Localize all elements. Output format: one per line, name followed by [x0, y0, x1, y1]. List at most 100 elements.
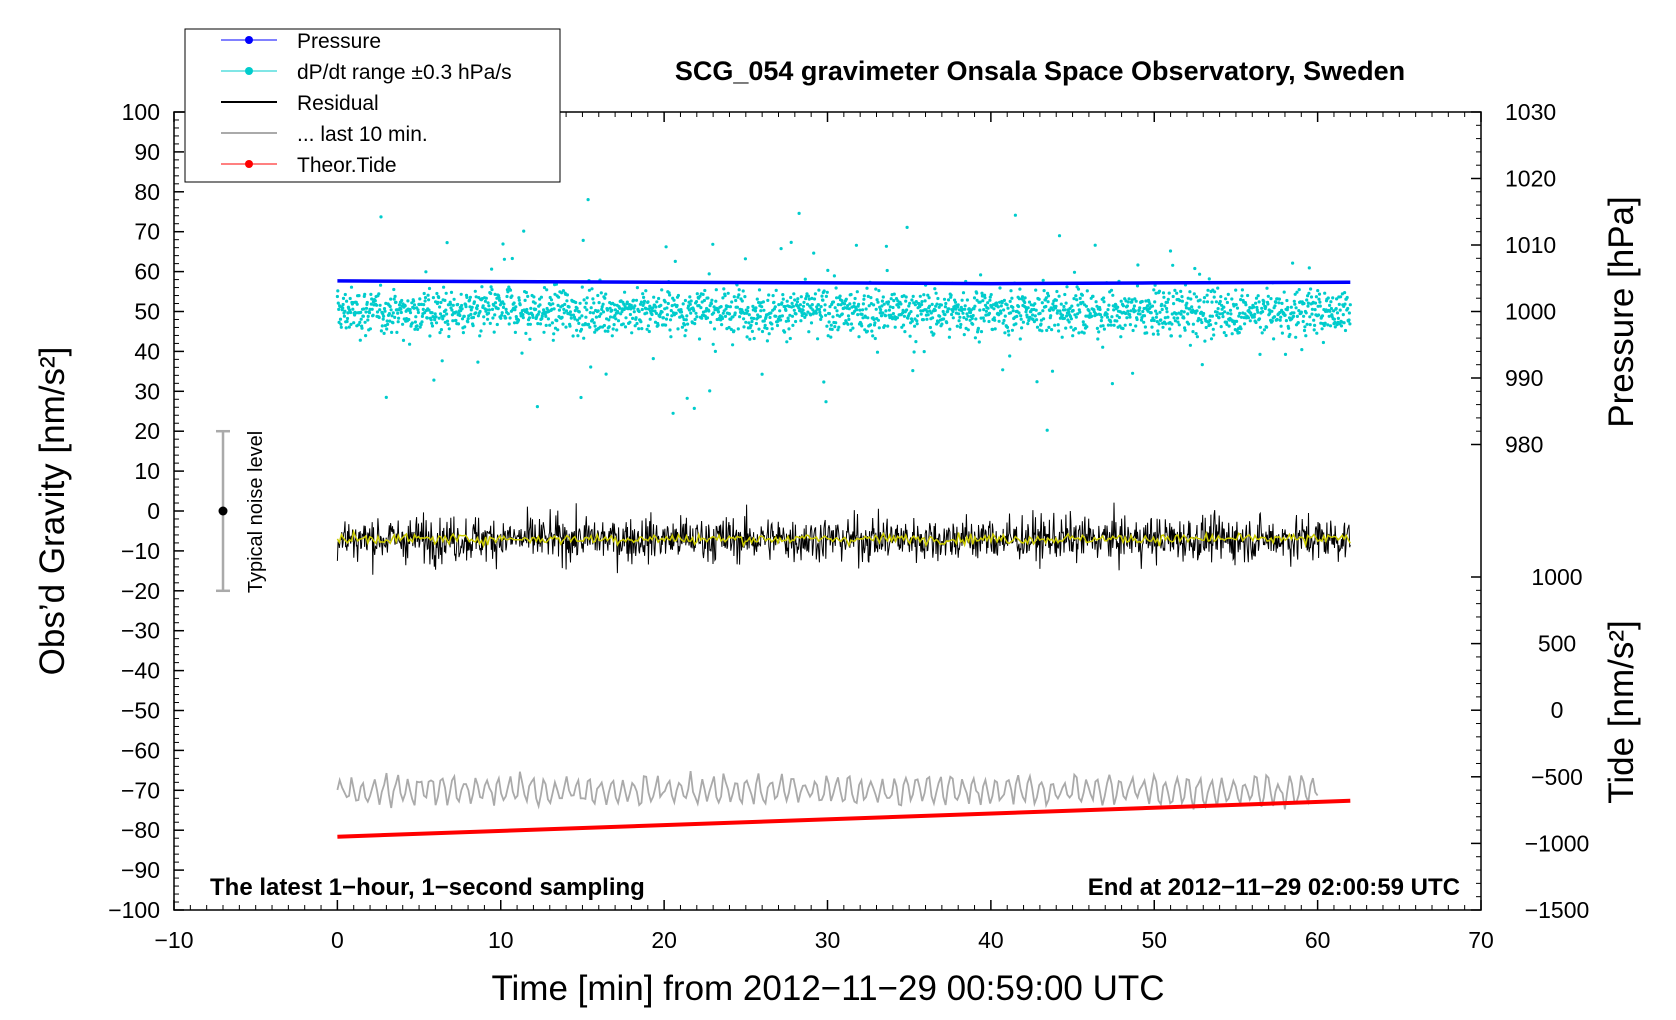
- dpdt-point: [958, 325, 963, 329]
- dpdt-point: [561, 289, 566, 293]
- dpdt-point: [780, 314, 785, 318]
- dpdt-point: [1283, 313, 1287, 317]
- dpdt-point: [488, 321, 492, 325]
- dpdt-point: [806, 294, 811, 298]
- dpdt-point: [758, 315, 762, 319]
- dpdt-point: [916, 314, 920, 318]
- dpdt-point: [1026, 306, 1030, 310]
- dpdt-point: [897, 305, 901, 309]
- dpdt-point: [630, 331, 634, 335]
- dpdt-point: [962, 333, 966, 337]
- dpdt-point: [379, 283, 383, 287]
- pressure-tick-label: 1020: [1505, 166, 1556, 192]
- dpdt-point: [883, 314, 888, 318]
- dpdt-point: [768, 315, 772, 320]
- dpdt-point: [1206, 288, 1210, 292]
- dpdt-point: [577, 321, 581, 325]
- dpdt-point: [1002, 318, 1006, 323]
- dpdt-point: [877, 289, 881, 293]
- y-tick-label: −60: [121, 737, 160, 763]
- dpdt-point: [345, 319, 349, 324]
- dpdt-point: [716, 307, 720, 312]
- dpdt-point: [712, 327, 717, 331]
- dpdt-point: [721, 296, 725, 300]
- dpdt-point: [420, 320, 424, 324]
- dpdt-point: [1210, 314, 1214, 318]
- dpdt-point: [905, 225, 909, 229]
- dpdt-point: [1136, 263, 1140, 267]
- dpdt-point: [1074, 294, 1078, 298]
- dpdt-point: [608, 315, 613, 319]
- dpdt-point: [1339, 324, 1344, 328]
- dpdt-point: [648, 317, 652, 321]
- dpdt-point: [1200, 363, 1204, 367]
- dpdt-point: [1229, 312, 1233, 316]
- dpdt-point: [1198, 298, 1202, 302]
- dpdt-point: [366, 318, 370, 322]
- y-tick-label: −20: [121, 578, 160, 604]
- dpdt-point: [1222, 331, 1226, 335]
- dpdt-point: [1067, 310, 1071, 314]
- dpdt-point: [1218, 299, 1222, 304]
- dpdt-point: [1064, 301, 1068, 305]
- dpdt-point: [450, 308, 454, 312]
- dpdt-point: [634, 298, 639, 302]
- dpdt-point: [836, 328, 840, 332]
- dpdt-point: [661, 316, 666, 320]
- dpdt-point: [814, 311, 818, 315]
- dpdt-point: [807, 297, 811, 301]
- dpdt-point: [1041, 309, 1045, 313]
- dpdt-point: [427, 298, 431, 302]
- dpdt-point: [456, 302, 460, 307]
- dpdt-point: [1080, 293, 1084, 297]
- dpdt-point: [501, 305, 506, 309]
- dpdt-point: [1156, 332, 1160, 336]
- dpdt-point: [386, 322, 390, 326]
- dpdt-point: [694, 300, 699, 304]
- dpdt-point: [855, 308, 859, 312]
- dpdt-point: [368, 327, 372, 331]
- dpdt-point: [971, 313, 975, 318]
- dpdt-point: [584, 315, 588, 319]
- dpdt-point: [710, 298, 714, 302]
- dpdt-point: [968, 311, 973, 315]
- dpdt-point: [855, 290, 859, 294]
- dpdt-point: [707, 272, 711, 276]
- dpdt-point: [1051, 308, 1055, 312]
- dpdt-point: [1069, 317, 1073, 321]
- dpdt-point: [864, 307, 868, 311]
- dpdt-point: [909, 310, 913, 314]
- dpdt-point: [1100, 315, 1104, 319]
- dpdt-point: [754, 306, 758, 310]
- dpdt-point: [557, 308, 562, 312]
- dpdt-point: [1035, 318, 1039, 322]
- dpdt-point: [925, 310, 929, 314]
- dpdt-point: [625, 300, 629, 304]
- dpdt-point: [828, 305, 832, 309]
- dpdt-point: [704, 309, 708, 313]
- dpdt-point: [987, 311, 992, 315]
- dpdt-point: [981, 299, 985, 303]
- dpdt-point: [680, 325, 685, 329]
- dpdt-point: [1186, 296, 1190, 300]
- dpdt-point: [424, 270, 428, 274]
- dpdt-point: [862, 297, 866, 301]
- dpdt-point: [341, 296, 346, 300]
- dpdt-point: [946, 309, 950, 313]
- dpdt-point: [439, 300, 443, 305]
- dpdt-point: [1158, 310, 1162, 314]
- dpdt-point: [338, 317, 343, 321]
- dpdt-point: [1063, 308, 1067, 312]
- dpdt-point: [1246, 316, 1251, 320]
- dpdt-point: [1107, 303, 1111, 307]
- dpdt-point: [1317, 297, 1321, 301]
- dpdt-point: [1112, 308, 1116, 312]
- dpdt-point: [827, 312, 832, 316]
- dpdt-point: [593, 324, 597, 328]
- dpdt-point: [1339, 295, 1343, 299]
- dpdt-point: [1204, 325, 1208, 330]
- dpdt-point: [941, 309, 945, 314]
- dpdt-point: [345, 316, 350, 321]
- dpdt-point: [1034, 288, 1038, 292]
- dpdt-point: [683, 298, 688, 303]
